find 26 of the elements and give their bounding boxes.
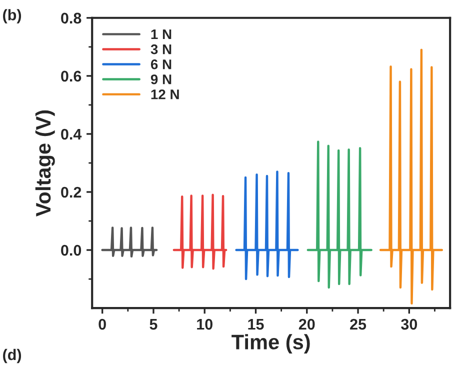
legend-label: 1 N bbox=[151, 30, 172, 40]
x-tick-label: 5 bbox=[150, 319, 158, 330]
x-tick-label: 25 bbox=[350, 318, 366, 330]
y-axis-title: Voltage (V) bbox=[35, 110, 55, 216]
x-axis-title: Time (s) bbox=[232, 334, 310, 354]
y-tick-label: 0.0 bbox=[61, 244, 82, 256]
x-tick-label: 20 bbox=[298, 318, 315, 330]
x-tick-label: 15 bbox=[248, 319, 264, 330]
legend-label: 3 N bbox=[150, 44, 172, 54]
x-tick-label: 30 bbox=[401, 318, 418, 330]
y-tick-label: 0.8 bbox=[61, 12, 82, 24]
y-tick-label: 0.4 bbox=[61, 128, 82, 140]
x-tick-label: 0 bbox=[98, 318, 106, 330]
text: (d) bbox=[3, 348, 22, 364]
line-series bbox=[306, 140, 372, 289]
y-tick-label: 0.6 bbox=[61, 70, 82, 82]
y-tick-label: 0.2 bbox=[61, 186, 82, 198]
legend-label: 6 N bbox=[150, 59, 172, 70]
legend-label: 9 N bbox=[150, 74, 172, 84]
line-series bbox=[172, 194, 228, 270]
line-series bbox=[379, 48, 443, 305]
legend-label: 12 N bbox=[151, 89, 179, 100]
line-series bbox=[101, 226, 158, 258]
x-tick-label: 10 bbox=[197, 318, 212, 330]
line-series bbox=[235, 170, 299, 280]
text: (b) bbox=[3, 9, 22, 24]
